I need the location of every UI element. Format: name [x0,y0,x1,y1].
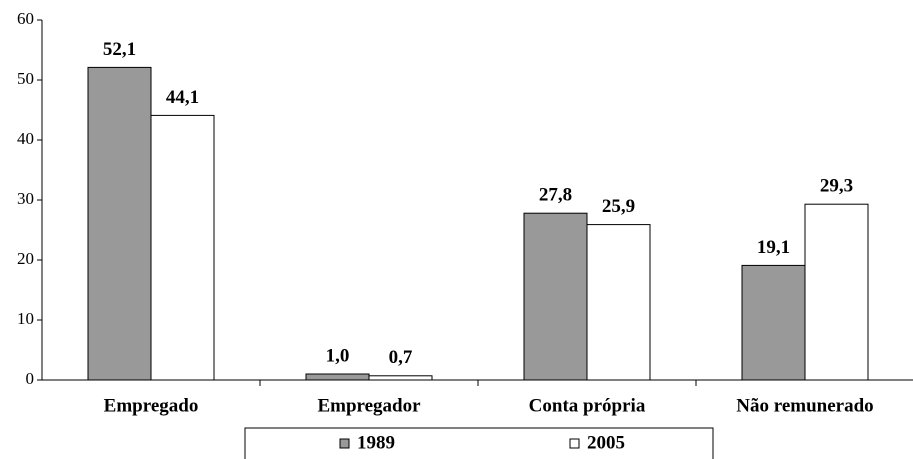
x-tick-label: Empregador [317,395,421,416]
y-tick-label: 10 [17,309,34,328]
bar [150,114,215,381]
data-label: 25,9 [602,196,635,217]
y-tick-label: 60 [17,9,34,28]
bar [87,66,152,381]
data-label: 44,1 [166,87,199,108]
y-tick-label: 40 [17,129,34,148]
y-tick-label: 30 [17,189,34,208]
data-label: 19,1 [757,237,790,258]
y-tick-label: 20 [17,249,34,268]
x-tick-label: Conta própria [529,395,646,416]
data-label: 1,0 [326,345,350,366]
bar [804,203,869,381]
data-label: 0,7 [389,347,413,368]
legend-label: 1989 [357,432,395,453]
data-label: 27,8 [539,185,572,206]
data-label: 29,3 [820,176,853,197]
legend-swatch [339,438,350,449]
bar [586,224,651,381]
bar [741,264,806,381]
x-tick-label: Não remunerado [736,395,873,416]
bar [305,373,370,381]
legend-label: 2005 [587,432,625,453]
bar [523,212,588,381]
data-label: 52,1 [103,39,136,60]
legend-box [244,427,714,459]
legend-swatch [569,438,580,449]
y-tick-label: 50 [17,69,34,88]
x-tick-label: Empregado [104,395,199,416]
y-tick-label: 0 [26,369,35,388]
bar [368,375,433,381]
